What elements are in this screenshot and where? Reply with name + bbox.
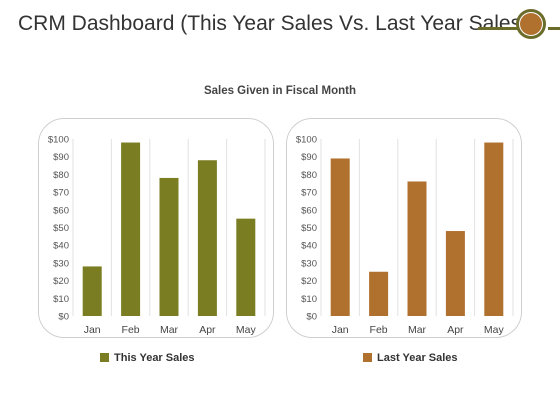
y-tick-label: $70 xyxy=(53,188,69,199)
y-tick-label: $40 xyxy=(301,241,317,252)
legend-swatch-this-year xyxy=(100,353,109,362)
y-tick-label: $40 xyxy=(53,241,69,252)
bar xyxy=(159,177,179,316)
x-tick-label: May xyxy=(236,324,257,336)
x-tick-label: Feb xyxy=(122,324,140,336)
y-tick-label: $80 xyxy=(53,170,69,181)
legend-label-this-year: This Year Sales xyxy=(114,352,195,364)
page-title: CRM Dashboard (This Year Sales Vs. Last … xyxy=(18,12,529,35)
legend-last-year: Last Year Sales xyxy=(363,352,458,364)
this-year-sales-chart: $0 $10 $20 $30 $40 $50 $60 $70 $80 $90 $100 Jan Feb M… xyxy=(48,135,266,336)
last-year-chart-panel: $0 $10 $20 $30 $40 $50 $60 $70 $80 $90 $100 Jan Feb M… xyxy=(286,118,522,338)
y-tick-label: $30 xyxy=(301,258,317,269)
y-tick-label: $80 xyxy=(301,170,317,181)
bar xyxy=(445,231,465,316)
y-tick-label: $60 xyxy=(301,205,317,216)
legend-swatch-last-year xyxy=(363,353,372,362)
y-tick-label: $20 xyxy=(53,276,69,287)
legend-label-last-year: Last Year Sales xyxy=(377,352,458,364)
x-tick-label: May xyxy=(484,324,505,336)
bar xyxy=(330,158,350,316)
y-tick-label: $100 xyxy=(296,135,317,146)
y-tick-label: $90 xyxy=(53,152,69,163)
bar xyxy=(369,271,389,316)
x-tick-label: Apr xyxy=(199,324,216,336)
this-year-chart-panel: $0 $10 $20 $30 $40 $50 $60 $70 $80 $90 $100 Jan Feb M… xyxy=(38,118,274,338)
title-rule-right xyxy=(548,27,560,30)
bar xyxy=(121,142,141,316)
bar xyxy=(236,218,256,316)
y-tick-label: $10 xyxy=(301,294,317,305)
y-tick-label: $60 xyxy=(53,205,69,216)
x-tick-label: Mar xyxy=(160,324,179,336)
x-tick-label: Apr xyxy=(447,324,464,336)
bar xyxy=(407,181,427,316)
y-tick-label: $0 xyxy=(58,312,69,323)
x-tick-label: Mar xyxy=(408,324,427,336)
y-tick-label: $70 xyxy=(301,188,317,199)
y-tick-label: $30 xyxy=(53,258,69,269)
x-tick-label: Feb xyxy=(370,324,388,336)
x-tick-label: Jan xyxy=(332,324,349,336)
y-tick-label: $20 xyxy=(301,276,317,287)
last-year-sales-chart: $0 $10 $20 $30 $40 $50 $60 $70 $80 $90 $100 Jan Feb M… xyxy=(296,135,514,336)
y-tick-label: $50 xyxy=(53,223,69,234)
y-tick-label: $10 xyxy=(53,294,69,305)
y-tick-label: $90 xyxy=(301,152,317,163)
chart-title: Sales Given in Fiscal Month xyxy=(203,85,357,97)
y-tick-label: $50 xyxy=(301,223,317,234)
bar xyxy=(484,142,504,316)
title-dot-icon xyxy=(520,13,542,35)
x-tick-label: Jan xyxy=(84,324,101,336)
y-tick-label: $100 xyxy=(48,135,69,146)
title-rule xyxy=(478,27,518,30)
legend-this-year: This Year Sales xyxy=(100,352,195,364)
bar xyxy=(82,266,102,316)
y-tick-label: $0 xyxy=(306,312,317,323)
bar xyxy=(197,160,217,316)
